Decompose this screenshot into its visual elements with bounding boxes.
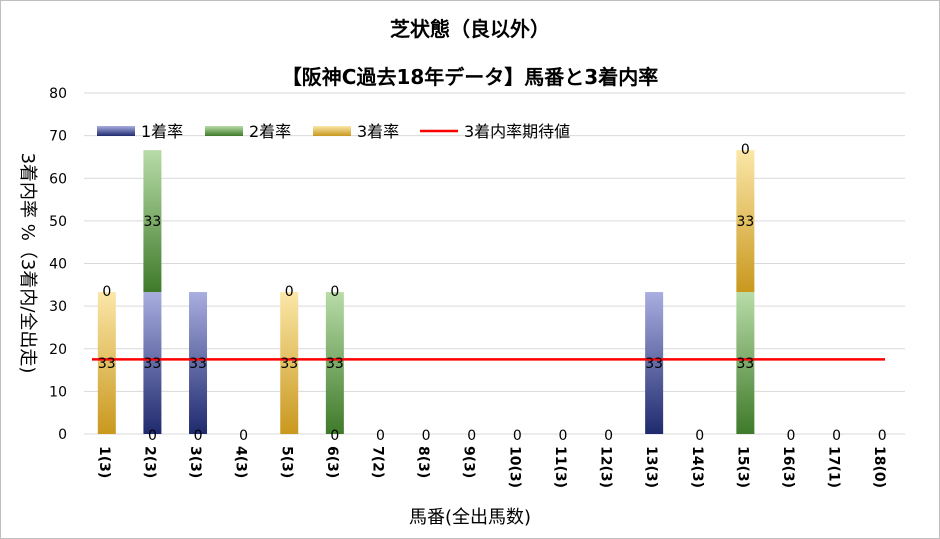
data-label-zero: 0 [878, 428, 887, 444]
y-tick-label: 20 [49, 342, 67, 358]
data-label-zero: 0 [330, 284, 339, 300]
legend-2nd-rate-label: 2着率 [249, 122, 291, 141]
x-tick-label: 2(3) [141, 446, 157, 478]
data-label-zero: 0 [330, 428, 339, 444]
x-tick-label: 10(3) [506, 446, 522, 488]
data-label: 33 [98, 356, 116, 372]
x-tick-label: 6(3) [324, 446, 340, 478]
data-label: 33 [144, 356, 162, 372]
data-label-zero: 0 [239, 428, 248, 444]
data-label-zero: 0 [741, 142, 750, 158]
y-tick-label: 70 [49, 129, 67, 145]
data-label: 33 [736, 356, 754, 372]
bar-1st-rate [645, 292, 664, 434]
y-tick-label: 80 [49, 86, 67, 102]
data-label-zero: 0 [148, 428, 157, 444]
y-tick-label: 0 [58, 427, 67, 443]
data-label: 33 [189, 356, 207, 372]
data-label-zero: 0 [285, 284, 294, 300]
data-label: 33 [144, 214, 162, 230]
data-label-zero: 0 [558, 428, 567, 444]
legend-2nd-rate-swatch [205, 126, 243, 136]
x-tick-label: 8(3) [415, 446, 431, 478]
bar-1st-rate [143, 292, 162, 434]
bar-2nd-rate [736, 292, 755, 434]
legend-3rd-rate-swatch [313, 126, 351, 136]
x-tick-label: 13(3) [643, 446, 659, 488]
x-tick-label: 7(2) [369, 446, 385, 478]
bar-2nd-rate [325, 292, 344, 434]
data-label-zero: 0 [787, 428, 796, 444]
data-label-zero: 0 [695, 428, 704, 444]
data-label-zero: 0 [604, 428, 613, 444]
chart-subtitle: 【阪神C過去18年データ】馬番と3着内率 [282, 65, 658, 89]
data-label-zero: 0 [102, 284, 111, 300]
legend-1st-rate-swatch [97, 126, 135, 136]
x-tick-label: 17(1) [826, 446, 842, 488]
x-tick-label: 5(3) [278, 446, 294, 478]
bar-2nd-rate [143, 150, 162, 293]
data-label-zero: 0 [376, 428, 385, 444]
x-tick-label: 11(3) [552, 446, 568, 488]
data-label: 33 [280, 356, 298, 372]
y-tick-label: 40 [49, 257, 67, 273]
bar-3rd-rate [736, 150, 755, 293]
legend-1st-rate-label: 1着率 [141, 122, 183, 141]
data-label-zero: 0 [832, 428, 841, 444]
bar-3rd-rate [280, 292, 299, 434]
y-tick-label: 50 [49, 214, 67, 230]
bar-1st-rate [189, 292, 208, 434]
data-label-zero: 0 [467, 428, 476, 444]
legend-3rd-rate-label: 3着率 [357, 122, 399, 141]
data-label-zero: 0 [422, 428, 431, 444]
y-tick-label: 30 [49, 299, 67, 315]
legend-expected-rate-label: 3着内率期待値 [464, 122, 570, 141]
x-tick-label: 3(3) [187, 446, 203, 478]
data-label: 33 [645, 356, 663, 372]
x-tick-label: 18(0) [871, 446, 887, 488]
data-label: 33 [736, 214, 754, 230]
data-label-zero: 0 [513, 428, 522, 444]
y-tick-label: 60 [49, 171, 67, 187]
x-tick-label: 4(3) [233, 446, 249, 478]
y-axis-title: 3着内率 %（3着内/全出走) [17, 153, 38, 374]
x-tick-label: 14(3) [689, 446, 705, 488]
x-tick-label: 16(3) [780, 446, 796, 488]
data-label: 33 [326, 356, 344, 372]
x-tick-label: 9(3) [461, 446, 477, 478]
x-tick-label: 1(3) [96, 446, 112, 478]
x-axis-title: 馬番(全出馬数) [409, 507, 531, 528]
y-tick-label: 10 [49, 384, 67, 400]
x-tick-label: 12(3) [598, 446, 614, 488]
x-tick-label: 15(3) [734, 446, 750, 488]
data-label-zero: 0 [194, 428, 203, 444]
chart-title: 芝状態（良以外） [390, 17, 550, 41]
bar-3rd-rate [97, 292, 116, 434]
